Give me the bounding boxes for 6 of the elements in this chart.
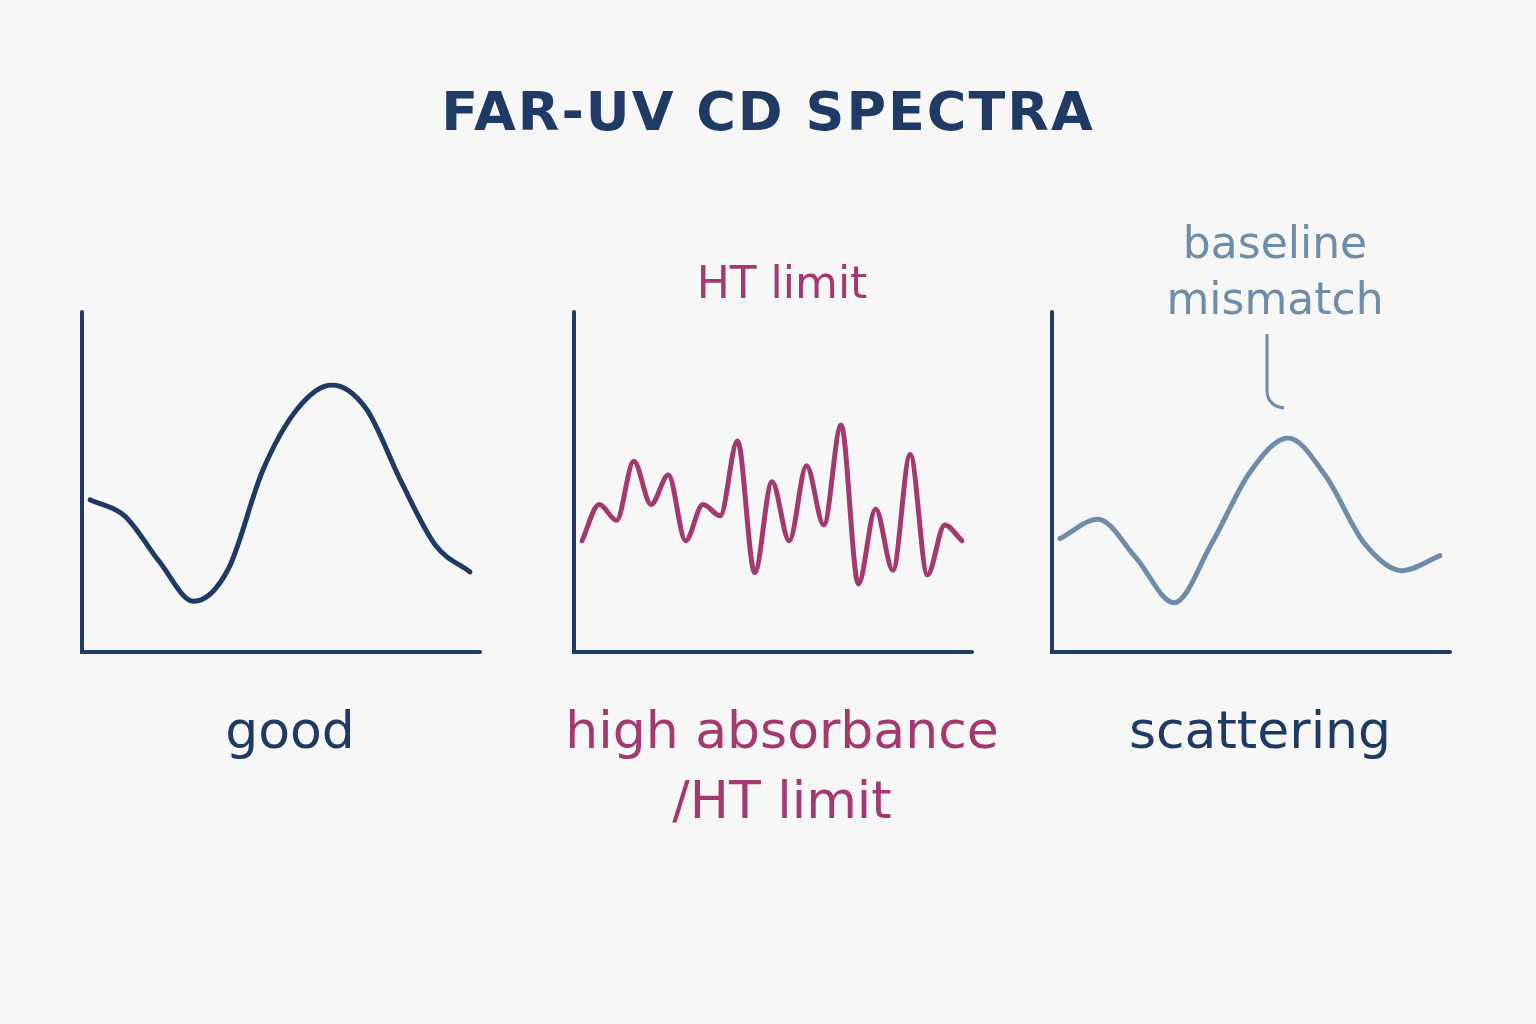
x-axis-title: scattering xyxy=(1127,699,1393,762)
x-axis-title: good xyxy=(224,699,356,762)
text: HT limit xyxy=(695,256,869,310)
text: FAR-UV CD SPECTRA xyxy=(440,80,1096,143)
text: baseline mismatch xyxy=(1165,216,1385,326)
x-axis-title: high absorbance /HT limit xyxy=(564,699,1000,832)
